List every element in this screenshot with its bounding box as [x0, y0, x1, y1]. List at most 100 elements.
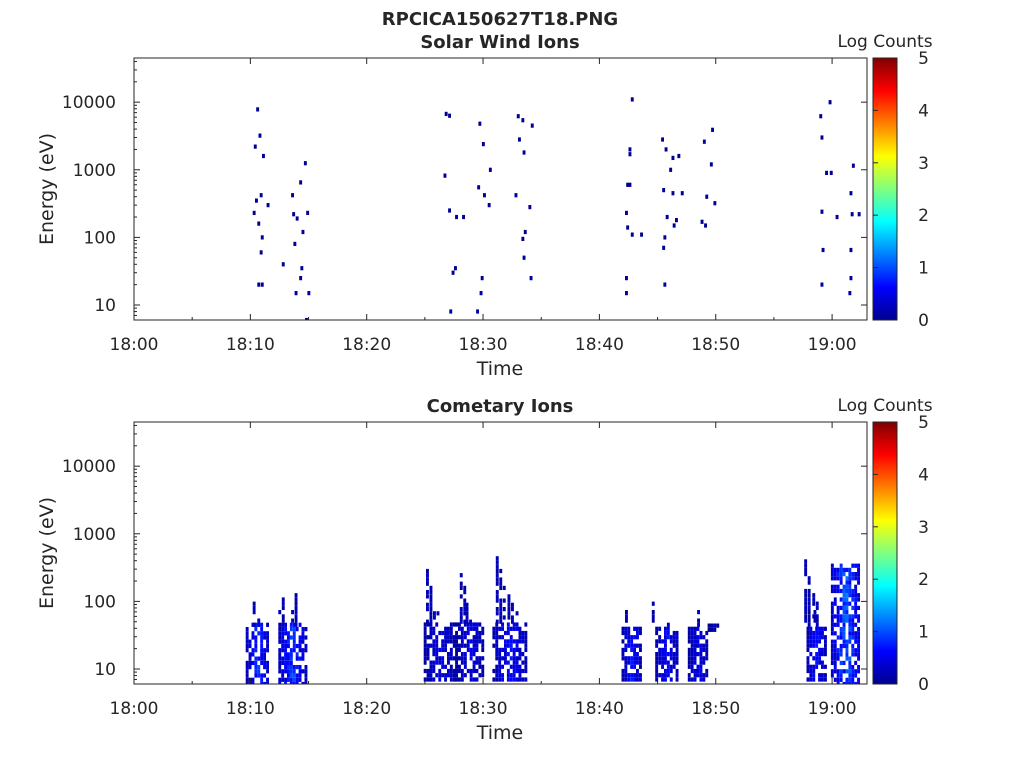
spectrogram-cell [528, 205, 532, 210]
spectrogram-cell [818, 673, 822, 678]
spectrogram-cell [429, 626, 433, 631]
spectrogram-cell [284, 627, 288, 632]
spectrogram-cell [257, 618, 261, 623]
spectrogram-cell [661, 137, 665, 142]
spectrogram-cell [469, 652, 473, 657]
spectrogram-cell [524, 668, 528, 674]
spectrogram-cell [472, 647, 476, 653]
spectrogram-cell [295, 216, 299, 221]
spectrogram-cell [447, 656, 450, 661]
spectrogram-cell [849, 247, 853, 253]
spectrogram-cell [292, 665, 296, 670]
spectrogram-cell [432, 626, 436, 631]
spectrogram-cell [294, 593, 298, 598]
spectrogram-cell [495, 581, 499, 586]
spectrogram-cell [672, 660, 676, 665]
spectrogram-cell [815, 626, 819, 631]
spectrogram-cell [845, 614, 849, 619]
spectrogram-cell [251, 652, 255, 657]
spectrogram-cell [851, 665, 855, 670]
spectrogram-cell [677, 153, 681, 159]
spectrogram-cell [499, 602, 503, 607]
spectrogram-cell [472, 635, 476, 640]
spectrogram-cell [521, 668, 525, 674]
spectrogram-cell [449, 673, 453, 678]
spectrogram-cell [488, 167, 492, 172]
spectrogram-cell [281, 605, 285, 611]
spectrogram-cell [498, 660, 502, 665]
spectrogram-cell [304, 677, 308, 682]
spectrogram-cell [515, 668, 519, 674]
spectrogram-cell [812, 664, 816, 669]
spectrogram-cell [429, 619, 433, 624]
spectrogram-cell [259, 193, 263, 198]
spectrogram-cell [806, 656, 810, 661]
spectrogram-cell [469, 626, 473, 631]
spectrogram-cell [707, 627, 711, 632]
spectrogram-cell [639, 656, 642, 661]
spectrogram-cell [524, 639, 528, 644]
spectrogram-cell [289, 669, 293, 674]
spectrogram-cell [260, 622, 264, 627]
spectrogram-cell [664, 635, 667, 640]
spectrogram-cell [518, 677, 522, 682]
spectrogram-cell [857, 631, 861, 636]
spectrogram-cell [504, 652, 507, 657]
spectrogram-cell [839, 652, 843, 657]
spectrogram-cell [664, 656, 667, 661]
spectrogram-cell [839, 580, 843, 585]
spectrogram-cell [289, 677, 293, 682]
spectrogram-cell [658, 660, 662, 665]
spectrogram-cell [455, 643, 459, 648]
spectrogram-cell [515, 643, 519, 648]
spectrogram-cell [492, 630, 496, 636]
spectrogram-cell [506, 677, 510, 682]
spectrogram-cell [666, 635, 670, 640]
spectrogram-cell [818, 656, 822, 661]
spectrogram-cell [481, 639, 485, 644]
spectrogram-cell [854, 681, 858, 685]
spectrogram-cell [690, 643, 694, 648]
spectrogram-cell [524, 630, 528, 636]
spectrogram-cell [460, 677, 464, 682]
spectrogram-cell [621, 626, 625, 631]
spectrogram-cell [854, 673, 858, 678]
spectrogram-cell [298, 648, 302, 653]
spectrogram-cell [254, 673, 258, 678]
spectrogram-cell [460, 668, 464, 674]
spectrogram-cell [447, 660, 450, 665]
colorbar-tick-label: 2 [918, 206, 929, 226]
spectrogram-cell [628, 182, 632, 187]
spectrogram-cell [857, 593, 861, 598]
spectrogram-cell [466, 639, 470, 644]
spectrogram-cell [435, 622, 439, 627]
spectrogram-cell [671, 191, 675, 196]
x-tick-label: 18:30 [459, 699, 508, 719]
spectrogram-cell [429, 585, 433, 591]
spectrogram-cell [287, 643, 290, 649]
spectrogram-cell [487, 203, 491, 208]
spectrogram-cell [624, 635, 628, 640]
spectrogram-cell [260, 660, 264, 666]
spectrogram-cell [458, 626, 461, 631]
spectrogram-cell [825, 170, 829, 176]
spectrogram-cell [665, 214, 669, 220]
spectrogram-cell [447, 639, 450, 644]
spectrogram-cell [804, 610, 808, 615]
spectrogram-cell [254, 665, 258, 670]
spectrogram-cell [661, 660, 665, 665]
spectrogram-cell [495, 677, 499, 682]
spectrogram-cell [824, 643, 827, 648]
spectrogram-cell [477, 185, 481, 190]
spectrogram-cell [693, 652, 697, 657]
spectrogram-cell [506, 652, 510, 657]
spectrogram-cell [278, 610, 282, 615]
spectrogram-cell [504, 630, 507, 636]
spectrogram-cell [501, 626, 505, 631]
spectrogram-cell [287, 665, 290, 670]
panel-cometary: Cometary Ions 18:00 18:10 18:20 18:30 18:40 1… [36, 396, 933, 744]
spectrogram-cell [705, 673, 709, 678]
spectrogram-cell [663, 235, 667, 240]
spectrogram-cell [481, 643, 485, 648]
spectrogram-cell [699, 664, 703, 669]
